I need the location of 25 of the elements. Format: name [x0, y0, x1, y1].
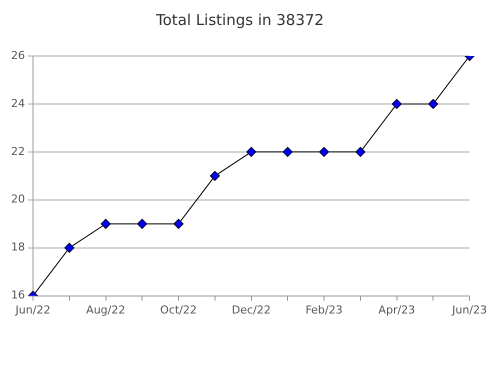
chart-title: Total Listings in 38372: [155, 10, 324, 29]
y-tick-label: 24: [10, 96, 25, 110]
y-tick-label: 26: [10, 48, 25, 62]
y-tick-label: 22: [10, 144, 25, 158]
point: [174, 218, 184, 229]
y-tick-label: 20: [10, 192, 25, 206]
point: [355, 146, 366, 157]
x-tick-label: Feb/23: [305, 303, 343, 316]
point: [100, 218, 111, 229]
y-tick-label: 18: [10, 240, 25, 254]
point: [282, 146, 293, 157]
x-tick-label: Jun/22: [14, 303, 50, 316]
point: [246, 146, 256, 157]
point: [137, 218, 148, 229]
point: [210, 170, 220, 181]
point: [392, 98, 402, 109]
x-tick-label: Oct/22: [160, 303, 197, 316]
point: [64, 242, 74, 253]
x-tick-label: Dec/22: [232, 303, 271, 316]
x-tick-label: Jun/23: [451, 303, 487, 316]
x-tick-label: Aug/22: [86, 303, 126, 316]
point: [428, 98, 438, 109]
x-tick-label: Apr/23: [378, 303, 416, 316]
y-tick-label: 16: [10, 288, 25, 302]
point: [319, 146, 330, 157]
